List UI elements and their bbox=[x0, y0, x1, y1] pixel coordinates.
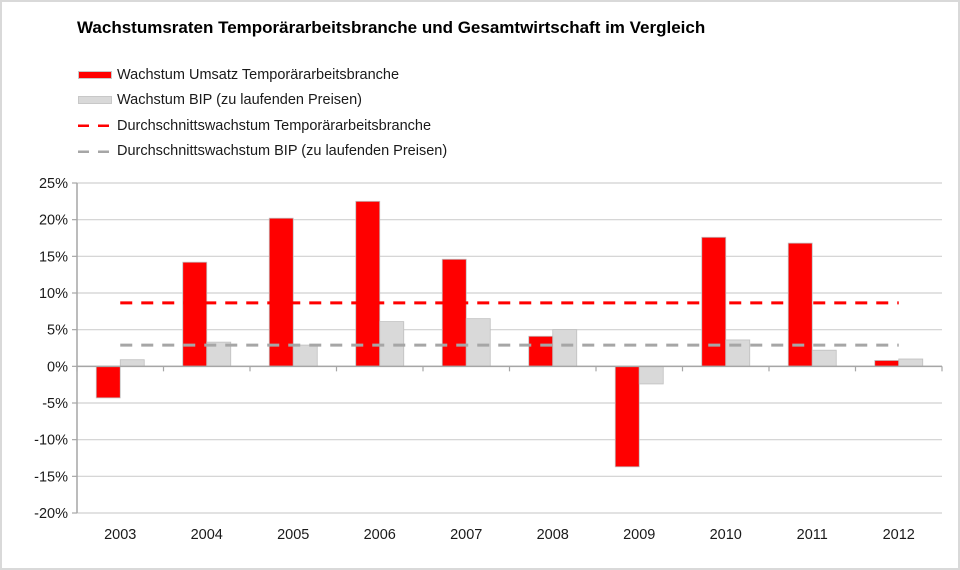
bar-umsatz bbox=[874, 360, 900, 367]
bar-bip bbox=[119, 359, 145, 367]
y-tick-label: 5% bbox=[47, 323, 68, 339]
legend-label: Durchschnittswachstum BIP (zu laufenden … bbox=[117, 143, 448, 160]
legend-label: Wachstum Umsatz Temporärarbeitsbranche bbox=[117, 66, 400, 83]
y-tick-label: 20% bbox=[39, 213, 68, 229]
legend-label: Durchschnittswachstum Temporärarbeitsbra… bbox=[117, 117, 432, 134]
bar-umsatz bbox=[182, 261, 208, 367]
bar-umsatz bbox=[441, 258, 467, 367]
bar-umsatz bbox=[787, 242, 813, 367]
x-tick-label: 2012 bbox=[883, 527, 915, 543]
bar-bip bbox=[811, 349, 837, 367]
legend-label: Wachstum BIP (zu laufenden Preisen) bbox=[117, 92, 363, 109]
x-tick-label: 2007 bbox=[450, 527, 482, 543]
y-tick-label: -5% bbox=[42, 396, 68, 412]
bar-umsatz bbox=[614, 365, 640, 468]
x-tick-label: 2005 bbox=[277, 527, 309, 543]
y-tick-label: -15% bbox=[34, 469, 68, 485]
legend-item-avg-umsatz: Durchschnittswachstum Temporärarbeitsbra… bbox=[78, 113, 447, 139]
legend-item-avg-bip: Durchschnittswachstum BIP (zu laufenden … bbox=[78, 139, 447, 165]
x-tick-label: 2010 bbox=[710, 527, 742, 543]
bar-umsatz bbox=[268, 217, 294, 367]
legend-swatch-red-dash bbox=[78, 124, 112, 128]
bar-bip bbox=[292, 344, 318, 367]
x-tick-label: 2003 bbox=[104, 527, 136, 543]
bar-umsatz bbox=[528, 335, 554, 367]
bar-bip bbox=[898, 358, 924, 367]
legend-swatch-grey-dash bbox=[78, 150, 112, 153]
legend-item-bip: Wachstum BIP (zu laufenden Preisen) bbox=[78, 88, 447, 114]
y-tick-label: 15% bbox=[39, 249, 68, 265]
legend: Wachstum Umsatz Temporärarbeitsbranche W… bbox=[78, 62, 447, 164]
y-tick-label: -20% bbox=[34, 506, 68, 522]
bar-umsatz bbox=[355, 200, 381, 367]
y-tick-label: 10% bbox=[39, 286, 68, 302]
bar-bip bbox=[638, 365, 664, 385]
legend-item-umsatz: Wachstum Umsatz Temporärarbeitsbranche bbox=[78, 62, 447, 88]
x-tick-label: 2009 bbox=[623, 527, 655, 543]
y-tick-label: -10% bbox=[34, 433, 68, 449]
bar-umsatz bbox=[95, 365, 121, 399]
y-tick-label: 0% bbox=[47, 359, 68, 375]
x-tick-label: 2008 bbox=[537, 527, 569, 543]
legend-swatch-grey-bar bbox=[78, 96, 112, 105]
x-tick-label: 2006 bbox=[364, 527, 396, 543]
legend-swatch-red-bar bbox=[78, 70, 112, 79]
bar-bip bbox=[552, 329, 578, 367]
y-tick-label: 25% bbox=[39, 176, 68, 192]
chart-title: Wachstumsraten Temporärarbeitsbranche un… bbox=[77, 18, 706, 37]
bar-bip bbox=[465, 318, 491, 367]
x-tick-label: 2011 bbox=[797, 527, 828, 543]
x-tick-label: 2004 bbox=[191, 527, 223, 543]
